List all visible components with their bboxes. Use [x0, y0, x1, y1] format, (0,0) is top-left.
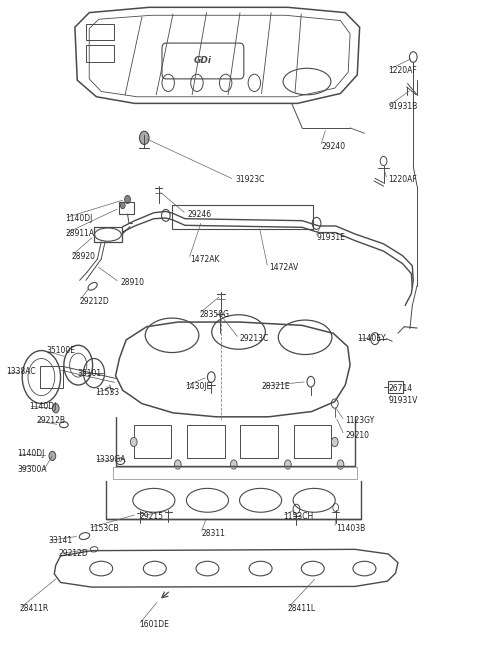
- Circle shape: [120, 202, 125, 208]
- Text: 29213C: 29213C: [240, 334, 269, 343]
- Text: 1153CB: 1153CB: [89, 524, 119, 533]
- Text: 1339GA: 1339GA: [96, 455, 126, 463]
- Circle shape: [285, 460, 291, 469]
- Circle shape: [49, 452, 56, 461]
- Text: 91931E: 91931E: [317, 233, 346, 242]
- Text: 28910: 28910: [120, 278, 144, 287]
- Text: 1140DJ: 1140DJ: [65, 214, 93, 222]
- Text: 29212D: 29212D: [80, 297, 109, 306]
- Text: 1140DJ: 1140DJ: [29, 402, 57, 411]
- Text: 1220AF: 1220AF: [388, 66, 417, 75]
- Text: 11403B: 11403B: [336, 524, 365, 533]
- Text: 1472AK: 1472AK: [190, 254, 219, 264]
- Bar: [240, 425, 278, 458]
- Text: 91931V: 91931V: [388, 396, 418, 405]
- Text: 28911A: 28911A: [65, 230, 95, 238]
- Text: GDi: GDi: [193, 56, 212, 66]
- Bar: [388, 381, 403, 393]
- Bar: [187, 425, 225, 458]
- Bar: [94, 227, 122, 242]
- Text: 1140DJ: 1140DJ: [17, 450, 45, 458]
- Text: 1601DE: 1601DE: [140, 620, 169, 629]
- Text: 39300A: 39300A: [17, 465, 47, 473]
- Text: 31923C: 31923C: [235, 175, 264, 184]
- Text: 28920: 28920: [72, 252, 96, 261]
- Text: 29240: 29240: [322, 142, 346, 151]
- Bar: [172, 205, 313, 229]
- Text: 29210: 29210: [345, 431, 369, 440]
- Bar: [134, 425, 171, 458]
- Text: 28411L: 28411L: [288, 604, 316, 614]
- Circle shape: [140, 131, 149, 145]
- Text: 33141: 33141: [48, 537, 72, 545]
- Bar: [86, 45, 114, 62]
- Text: 91931B: 91931B: [388, 102, 418, 111]
- Text: 1430JE: 1430JE: [185, 382, 211, 391]
- Circle shape: [174, 460, 181, 469]
- Circle shape: [131, 438, 137, 447]
- Circle shape: [125, 195, 131, 203]
- Text: 35100E: 35100E: [46, 346, 75, 355]
- Text: 1140EY: 1140EY: [357, 334, 386, 343]
- Bar: [86, 24, 114, 41]
- Text: 28311: 28311: [202, 529, 226, 538]
- Text: 28350G: 28350G: [199, 309, 229, 319]
- Text: 1472AV: 1472AV: [269, 263, 298, 272]
- Text: 1123GY: 1123GY: [345, 416, 374, 425]
- Circle shape: [52, 404, 59, 413]
- Text: 28411R: 28411R: [20, 604, 49, 614]
- Text: 35101: 35101: [77, 369, 101, 378]
- Text: 29215: 29215: [140, 512, 164, 521]
- Text: 29212D: 29212D: [58, 550, 88, 558]
- Circle shape: [230, 460, 237, 469]
- Text: 1220AF: 1220AF: [388, 175, 417, 184]
- Bar: [120, 202, 134, 214]
- Circle shape: [331, 438, 338, 447]
- Text: 11533: 11533: [96, 388, 120, 398]
- Text: 1153CH: 1153CH: [283, 512, 313, 521]
- Circle shape: [337, 460, 344, 469]
- Text: 29246: 29246: [187, 210, 212, 218]
- Text: 1338AC: 1338AC: [6, 367, 36, 376]
- Text: 26714: 26714: [388, 384, 412, 393]
- Text: 29212B: 29212B: [36, 416, 66, 425]
- Text: 28321E: 28321E: [262, 382, 290, 391]
- Bar: [40, 366, 63, 388]
- Bar: [294, 425, 331, 458]
